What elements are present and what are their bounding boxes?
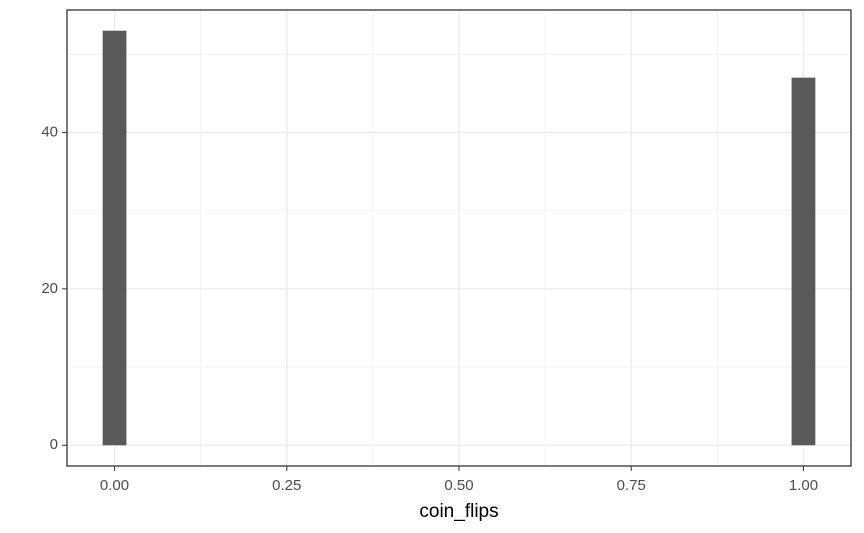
bar xyxy=(791,77,816,446)
y-tick-label: 0 xyxy=(50,436,58,453)
x-tick-label: 0.50 xyxy=(444,477,473,494)
x-tick-label: 0.00 xyxy=(100,477,129,494)
y-tick-label: 20 xyxy=(41,280,58,297)
panel-border xyxy=(66,9,852,467)
bar xyxy=(102,30,127,446)
x-tick-label: 0.75 xyxy=(617,477,646,494)
x-tick-label: 0.25 xyxy=(272,477,301,494)
x-axis-title: coin_flips xyxy=(419,501,498,522)
x-tick-label: 1.00 xyxy=(789,477,818,494)
y-tick-label: 40 xyxy=(41,123,58,140)
